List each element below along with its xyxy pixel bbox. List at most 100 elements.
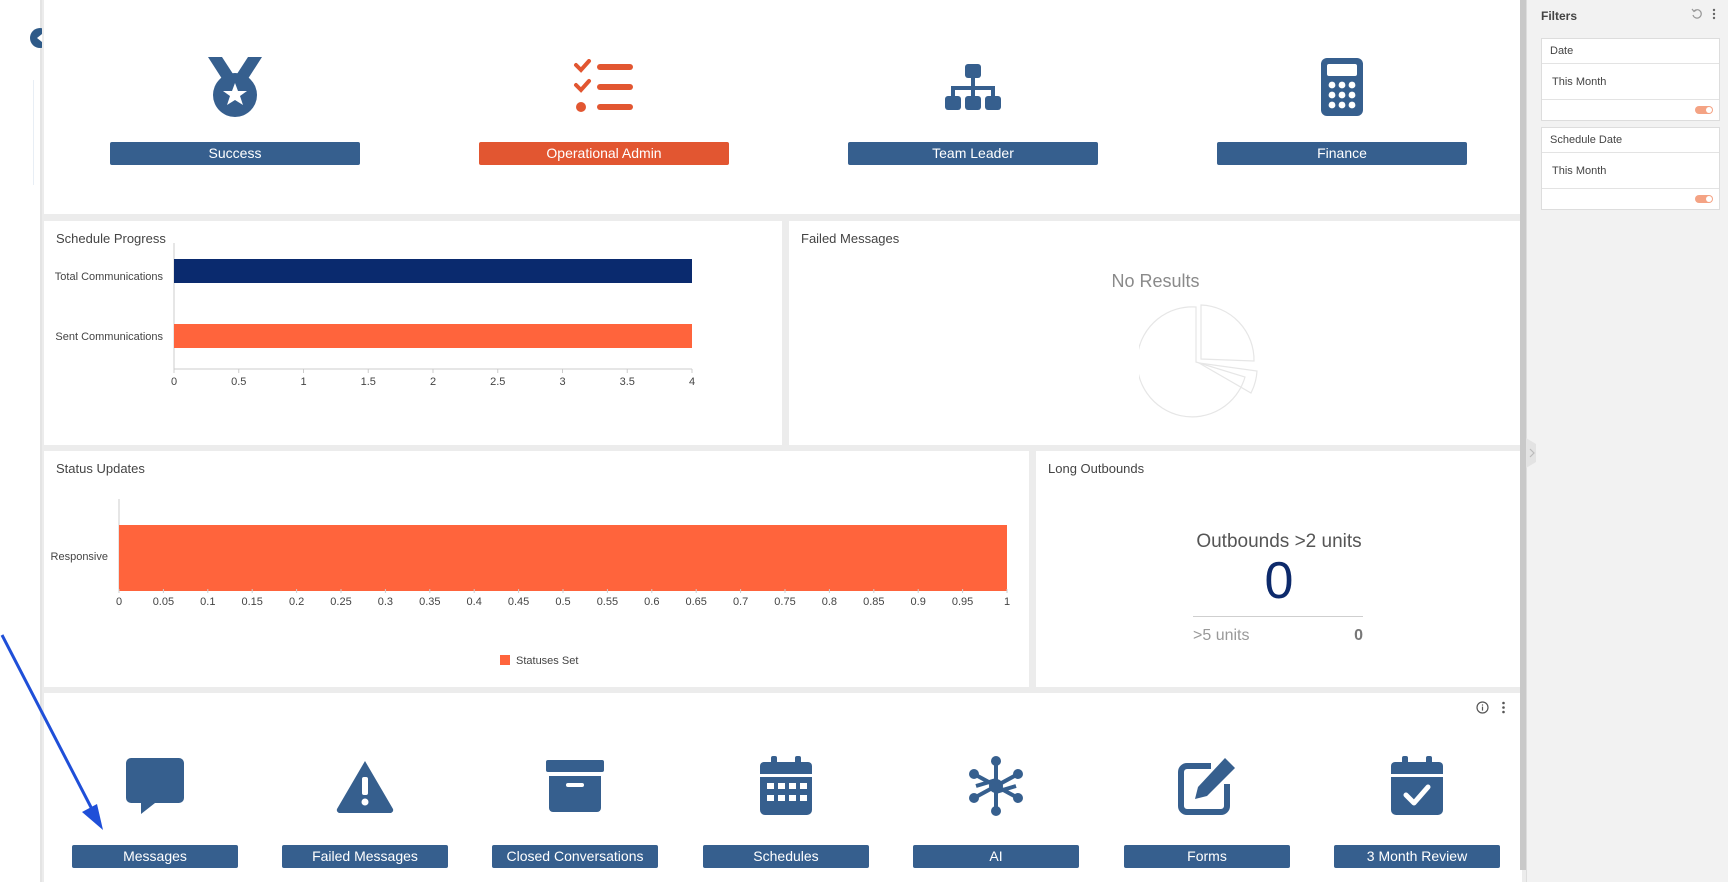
reset-icon[interactable] [1691,8,1703,23]
filters-menu-icon[interactable] [1712,8,1716,23]
failed-messages-button[interactable]: Failed Messages [282,845,448,868]
x-tick-label: 0.1 [200,596,215,608]
schedule-progress-panel: Schedule Progress Total Communications Se… [44,221,782,445]
3-month-review-button[interactable]: 3 Month Review [1334,845,1500,868]
caret-left-icon [37,34,42,42]
filter-toggle[interactable] [1695,106,1713,114]
info-icon[interactable] [1476,701,1489,719]
filter-title: Date [1542,39,1719,64]
x-tick-label: 0.4 [467,596,482,608]
x-tick-label: 0.7 [733,596,748,608]
panel-title: Long Outbounds [1048,461,1145,476]
x-tick-label: 3 [559,376,565,388]
panel-title: Status Updates [56,461,145,476]
forms-button[interactable]: Forms [1124,845,1290,868]
team-leader-button[interactable]: Team Leader [848,142,1098,165]
legend-swatch [500,655,510,665]
tile-closed-conversations: Closed Conversations [492,753,658,868]
bar[interactable] [174,324,692,348]
tile-operational-admin: Operational Admin [479,52,729,165]
category-label: Responsive [51,551,108,563]
x-tick-label: 2 [430,376,436,388]
x-tick-label: 1 [300,376,306,388]
x-tick-label: 0.5 [231,376,246,388]
bar[interactable] [174,259,692,283]
filter-value[interactable]: This Month [1542,153,1719,189]
status-updates-chart: Responsive 0 0.05 0.1 0.15 0.2 0.25 0.3 0.35 0.4 0… [51,499,1010,667]
filter-toggle[interactable] [1695,195,1713,203]
x-tick-label: 3.5 [620,376,635,388]
more-options-icon[interactable] [1501,701,1506,719]
finance-button[interactable]: Finance [1217,142,1467,165]
success-button[interactable]: Success [110,142,360,165]
edit-pen-icon [1124,753,1290,819]
status-updates-panel: Status Updates Responsive 0 0.05 0.1 0.15 0.2… [44,451,1029,687]
rail-divider [33,80,34,185]
category-label: Sent Communications [55,331,163,343]
kpi-divider [1193,616,1363,617]
kpi-sub-label: >5 units [1193,627,1250,644]
tile-forms: Forms [1124,753,1290,868]
network-nodes-icon [913,753,1079,819]
schedules-button[interactable]: Schedules [703,845,869,868]
left-rail [0,0,42,882]
medal-icon [110,52,360,122]
bar[interactable] [119,525,1007,591]
x-tick-label: 1.5 [361,376,376,388]
tile-3-month-review: 3 Month Review [1334,753,1500,868]
filters-collapse-handle[interactable] [1526,438,1542,468]
navigation-tiles-panel: Messages Failed Messages Closed Conversa… [44,693,1522,882]
tile-team-leader: Team Leader [848,52,1098,165]
archive-box-icon [492,753,658,819]
tile-ai: AI [913,753,1079,868]
x-tick-label: 0 [171,376,177,388]
x-tick-label: 0.2 [289,596,304,608]
x-tick-label: 0.3 [378,596,393,608]
filter-footer [1542,189,1719,209]
long-outbounds-panel: Long Outbounds Outbounds >2 units 0 >5 u… [1036,451,1522,687]
x-tick-label: 0.35 [419,596,440,608]
filters-header: Filters [1527,0,1728,32]
calendar-grid-icon [703,753,869,819]
failed-messages-panel: Failed Messages No Results [789,221,1522,445]
checklist-icon [479,52,729,122]
main-scrollbar[interactable] [1520,0,1526,870]
x-tick-label: 0.55 [597,596,618,608]
filter-date[interactable]: Date This Month [1541,38,1720,121]
empty-pie-icon [1139,304,1258,418]
x-tick-label: 0.25 [330,596,351,608]
x-tick-label: 0 [116,596,122,608]
filter-value[interactable]: This Month [1542,64,1719,100]
kpi-value: 0 [1264,552,1294,610]
panel-tools [1476,701,1506,719]
schedule-progress-chart: Total Communications Sent Communications 0… [55,243,695,388]
x-tick-label: 0.05 [153,596,174,608]
no-results-text: No Results [1111,271,1200,291]
filter-footer [1542,100,1719,120]
x-tick-label: 0.8 [822,596,837,608]
operational-admin-button[interactable]: Operational Admin [479,142,729,165]
x-tick-label: 0.9 [911,596,926,608]
org-chart-icon [848,52,1098,122]
tile-messages: Messages [72,753,238,868]
closed-conversations-button[interactable]: Closed Conversations [492,845,658,868]
ai-button[interactable]: AI [913,845,1079,868]
x-tick-label: 2.5 [490,376,505,388]
legend-label: Statuses Set [516,655,578,667]
filter-schedule-date[interactable]: Schedule Date This Month [1541,127,1720,210]
filters-panel: Filters Date This Month Schedule Date Th… [1526,0,1728,882]
category-label: Total Communications [55,271,164,283]
x-tick-label: 4 [689,376,695,388]
x-tick-label: 0.45 [508,596,529,608]
tile-failed-messages: Failed Messages [282,753,448,868]
tile-success: Success [110,52,360,165]
x-tick-label: 0.95 [952,596,973,608]
kpi-sub-value: 0 [1354,627,1363,644]
calendar-check-icon [1334,753,1500,819]
messages-button[interactable]: Messages [72,845,238,868]
panel-title: Schedule Progress [56,231,166,246]
dashboard-main: Success Operational Admin [42,0,1526,882]
x-tick-label: 0.5 [555,596,570,608]
chat-bubble-icon [72,753,238,819]
x-tick-label: 0.6 [644,596,659,608]
